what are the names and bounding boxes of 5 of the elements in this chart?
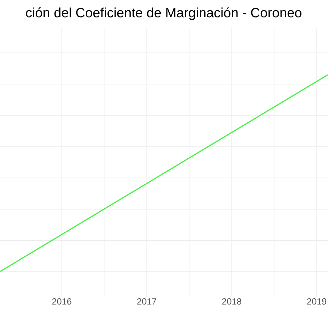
x-tick-label: 2019 <box>307 298 327 305</box>
x-tick-label: 2018 <box>222 298 242 305</box>
x-tick-label: 2016 <box>52 298 72 305</box>
chart-title: ción del Coeficiente de Marginación - Coroneo <box>26 8 302 20</box>
x-tick-label: 2017 <box>137 298 157 305</box>
